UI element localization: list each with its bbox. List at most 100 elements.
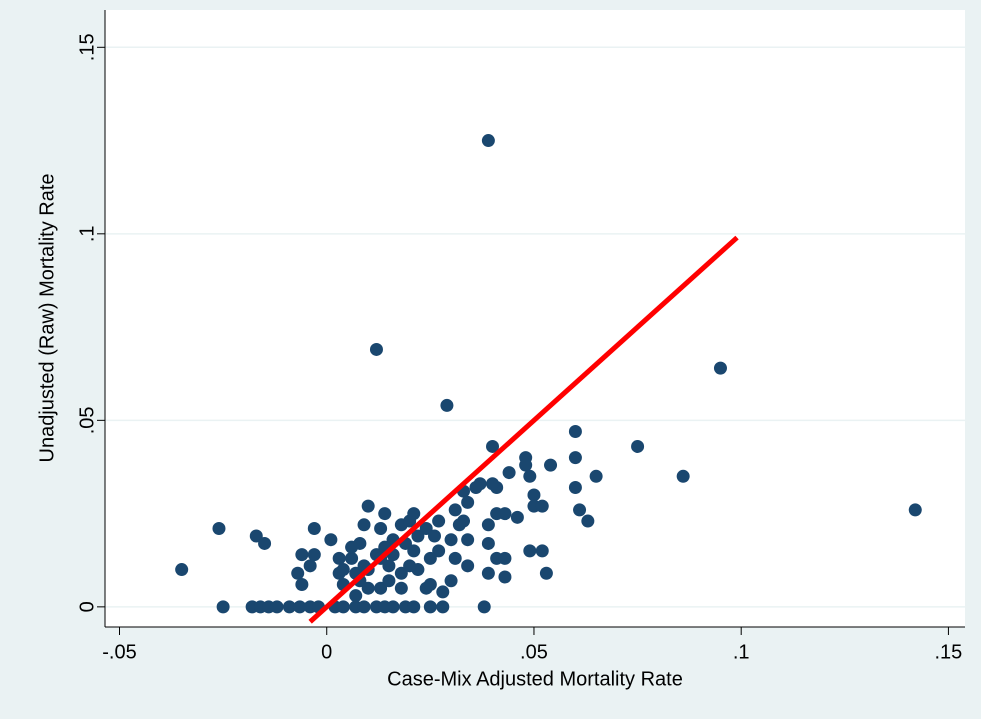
point [432,544,446,558]
point [523,469,537,483]
point [403,559,417,573]
point [440,398,454,412]
point [498,570,512,584]
point [676,469,690,483]
point [469,480,483,494]
point [216,600,230,614]
point [444,574,458,588]
point [436,585,450,599]
point [461,559,475,573]
point [589,469,603,483]
point [336,563,350,577]
point [481,536,495,550]
y-axis-title: Unadjusted (Raw) Mortality Rate [36,174,58,463]
point [527,488,541,502]
x-tick-label: .15 [935,641,963,663]
point [423,551,437,565]
point [535,499,549,513]
point [444,533,458,547]
point [282,600,296,614]
point [324,533,338,547]
point [502,466,516,480]
point [432,514,446,528]
point [535,544,549,558]
point [631,439,645,453]
point [544,458,558,472]
point [212,522,226,536]
point [539,566,553,580]
point [481,518,495,532]
point [423,600,437,614]
point [258,536,272,550]
point [486,439,500,453]
point [461,533,475,547]
point [175,563,189,577]
point [374,522,388,536]
point [361,499,375,513]
point [568,451,582,465]
point [419,522,433,536]
x-tick-label: -.05 [102,641,136,663]
point [407,544,421,558]
point [357,600,371,614]
plot-area [105,10,965,627]
point [908,503,922,517]
point [307,522,321,536]
point [394,581,408,595]
point [448,551,462,565]
point [382,559,396,573]
x-tick-label: .1 [733,641,750,663]
point [332,551,346,565]
point [386,600,400,614]
point [249,529,263,543]
point [382,574,396,588]
point [361,581,375,595]
point [481,566,495,580]
point [519,458,533,472]
point [481,134,495,148]
point [378,507,392,521]
point [573,503,587,517]
point [374,581,388,595]
point [369,342,383,356]
point [345,551,359,565]
point [307,548,321,562]
point [394,566,408,580]
point [713,361,727,375]
point [498,551,512,565]
point [461,495,475,509]
point [452,518,466,532]
point [295,548,309,562]
point [407,600,421,614]
point [568,480,582,494]
y-tick-label: .05 [76,406,98,434]
point [295,577,309,591]
fit-line [308,235,739,624]
point [291,566,305,580]
x-axis-title: Case-Mix Adjusted Mortality Rate [387,668,683,690]
point [270,600,284,614]
point [523,544,537,558]
point [568,425,582,439]
x-tick-label: 0 [321,641,332,663]
point [427,529,441,543]
point [411,529,425,543]
point [486,477,500,491]
point [448,503,462,517]
point [303,559,317,573]
point [349,589,363,603]
point [423,577,437,591]
y-tick-label: .15 [76,33,98,61]
x-tick-label: .05 [520,641,548,663]
point [510,510,524,524]
point [336,600,350,614]
point [345,540,359,554]
point [498,507,512,521]
y-tick-label: .1 [76,225,98,242]
point [357,518,371,532]
point [477,600,491,614]
point [581,514,595,528]
point [293,600,307,614]
